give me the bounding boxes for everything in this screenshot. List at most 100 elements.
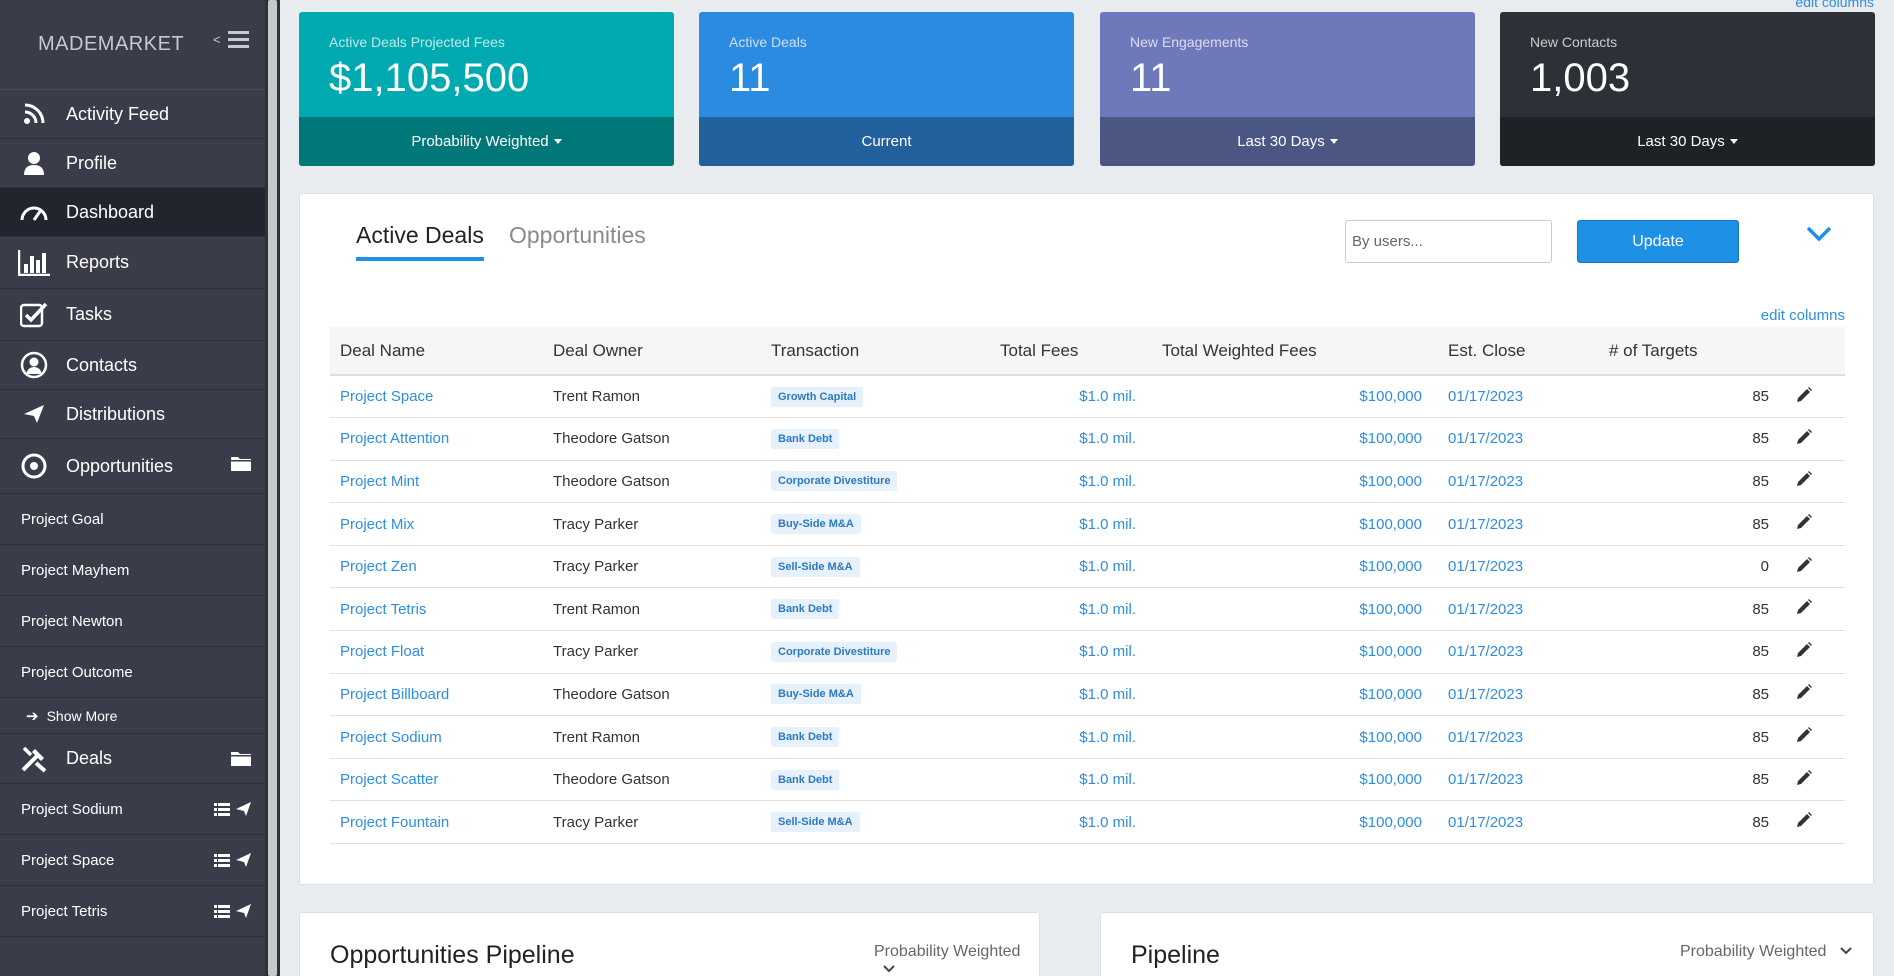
est-close-date[interactable]: 01/17/2023	[1448, 388, 1524, 406]
edit-columns-link-top[interactable]: edit columns	[1795, 0, 1874, 10]
column-header[interactable]: Deal Owner	[543, 327, 761, 376]
table-row[interactable]: Project Billboard Theodore Gatson Buy-Side…	[330, 673, 1845, 717]
table-row[interactable]: Project Sodium Trent Ramon Bank Debt $1.0 m…	[330, 715, 1845, 759]
total-fees[interactable]: $1.0 mil.	[1079, 472, 1136, 490]
total-fees[interactable]: $1.0 mil.	[1079, 388, 1136, 406]
column-header[interactable]: Transaction	[761, 327, 990, 376]
users-filter-input[interactable]	[1345, 220, 1552, 263]
pencil-icon[interactable]	[1795, 428, 1813, 446]
deal-name-link[interactable]: Project Zen	[340, 558, 417, 576]
est-close-date[interactable]: 01/17/2023	[1448, 600, 1524, 618]
deal-name-link[interactable]: Project Fountain	[340, 813, 450, 831]
update-button[interactable]: Update	[1577, 220, 1739, 263]
sidebar-item-deals[interactable]: Deals	[0, 734, 265, 784]
total-weighted-fees[interactable]: $100,000	[1359, 430, 1422, 448]
pencil-icon[interactable]	[1795, 386, 1813, 404]
column-header[interactable]: # of Targets	[1599, 327, 1785, 376]
brand-logo[interactable]: MADEMARKET	[38, 33, 185, 55]
total-fees[interactable]: $1.0 mil.	[1079, 685, 1136, 703]
table-row[interactable]: Project Attention Theodore Gatson Bank Deb…	[330, 417, 1845, 461]
total-weighted-fees[interactable]: $100,000	[1359, 388, 1422, 406]
send-icon[interactable]	[236, 802, 251, 816]
table-row[interactable]: Project Float Tracy Parker Corporate Dives…	[330, 630, 1845, 674]
scrollbar-thumb[interactable]	[268, 0, 277, 976]
total-weighted-fees[interactable]: $100,000	[1359, 685, 1422, 703]
sidebar-item-tasks[interactable]: Tasks	[0, 289, 265, 341]
deal-item[interactable]: Project Sodium	[0, 784, 265, 835]
est-close-date[interactable]: 01/17/2023	[1448, 430, 1524, 448]
sidebar-collapse-toggle[interactable]: <	[213, 30, 249, 50]
card-filter-dropdown[interactable]: Last 30 Days	[1100, 117, 1475, 166]
column-header[interactable]: Total Weighted Fees	[1152, 327, 1438, 376]
sidebar-item-distributions[interactable]: Distributions	[0, 390, 265, 439]
show-more-link[interactable]: ➔ Show More	[0, 698, 265, 734]
sidebar-item-dashboard[interactable]: Dashboard	[0, 188, 265, 237]
opportunity-item[interactable]: Project Outcome	[0, 647, 265, 698]
total-fees[interactable]: $1.0 mil.	[1079, 813, 1136, 831]
total-weighted-fees[interactable]: $100,000	[1359, 771, 1422, 789]
send-icon[interactable]	[236, 904, 251, 918]
deal-name-link[interactable]: Project Billboard	[340, 685, 450, 703]
sidebar-item-activity-feed[interactable]: Activity Feed	[0, 90, 265, 139]
deal-name-link[interactable]: Project Attention	[340, 430, 450, 448]
folder-icon[interactable]	[231, 750, 251, 766]
edit-columns-link[interactable]: edit columns	[1760, 307, 1845, 324]
est-close-date[interactable]: 01/17/2023	[1448, 728, 1524, 746]
pipeline-mode-select[interactable]: Probability Weighted	[874, 943, 1039, 976]
pencil-icon[interactable]	[1795, 641, 1813, 659]
total-weighted-fees[interactable]: $100,000	[1359, 515, 1422, 533]
column-header[interactable]: Est. Close	[1438, 327, 1599, 376]
deal-name-link[interactable]: Project Mint	[340, 472, 420, 490]
total-fees[interactable]: $1.0 mil.	[1079, 430, 1136, 448]
sidebar-item-profile[interactable]: Profile	[0, 139, 265, 188]
pipeline-mode-select[interactable]: Probability Weighted	[1680, 943, 1853, 961]
sidebar-scrollbar[interactable]	[265, 0, 280, 976]
total-fees[interactable]: $1.0 mil.	[1079, 600, 1136, 618]
est-close-date[interactable]: 01/17/2023	[1448, 643, 1524, 661]
folder-icon[interactable]	[231, 455, 251, 471]
pencil-icon[interactable]	[1795, 726, 1813, 744]
pencil-icon[interactable]	[1795, 811, 1813, 829]
column-header[interactable]: Total Fees	[990, 327, 1152, 376]
est-close-date[interactable]: 01/17/2023	[1448, 685, 1524, 703]
total-fees[interactable]: $1.0 mil.	[1079, 515, 1136, 533]
deal-item[interactable]: Project Tetris	[0, 886, 265, 937]
pencil-icon[interactable]	[1795, 470, 1813, 488]
deal-name-link[interactable]: Project Tetris	[340, 600, 427, 618]
deal-name-link[interactable]: Project Scatter	[340, 771, 439, 789]
tab-opportunities[interactable]: Opportunities	[509, 222, 646, 248]
column-header[interactable]: Deal Name	[330, 327, 543, 376]
total-weighted-fees[interactable]: $100,000	[1359, 643, 1422, 661]
chevron-down-icon[interactable]	[1805, 224, 1833, 244]
total-weighted-fees[interactable]: $100,000	[1359, 813, 1422, 831]
pencil-icon[interactable]	[1795, 683, 1813, 701]
opportunity-item[interactable]: Project Newton	[0, 596, 265, 647]
total-fees[interactable]: $1.0 mil.	[1079, 558, 1136, 576]
est-close-date[interactable]: 01/17/2023	[1448, 558, 1524, 576]
table-row[interactable]: Project Space Trent Ramon Growth Capital $1…	[330, 375, 1845, 419]
est-close-date[interactable]: 01/17/2023	[1448, 813, 1524, 831]
deal-name-link[interactable]: Project Mix	[340, 515, 415, 533]
total-weighted-fees[interactable]: $100,000	[1359, 600, 1422, 618]
sidebar-item-reports[interactable]: Reports	[0, 237, 265, 289]
card-filter-dropdown[interactable]: Probability Weighted	[299, 117, 674, 166]
list-icon[interactable]	[214, 853, 230, 867]
sidebar-item-opportunities[interactable]: Opportunities	[0, 439, 265, 494]
pencil-icon[interactable]	[1795, 513, 1813, 531]
deal-item[interactable]: Project Space	[0, 835, 265, 886]
est-close-date[interactable]: 01/17/2023	[1448, 771, 1524, 789]
deal-name-link[interactable]: Project Space	[340, 388, 434, 406]
deal-name-link[interactable]: Project Float	[340, 643, 425, 661]
card-filter-dropdown[interactable]: Last 30 Days	[1500, 117, 1875, 166]
total-fees[interactable]: $1.0 mil.	[1079, 728, 1136, 746]
pencil-icon[interactable]	[1795, 556, 1813, 574]
est-close-date[interactable]: 01/17/2023	[1448, 515, 1524, 533]
pencil-icon[interactable]	[1795, 598, 1813, 616]
deal-name-link[interactable]: Project Sodium	[340, 728, 442, 746]
est-close-date[interactable]: 01/17/2023	[1448, 472, 1524, 490]
opportunity-item[interactable]: Project Goal	[0, 494, 265, 545]
list-icon[interactable]	[214, 802, 230, 816]
total-weighted-fees[interactable]: $100,000	[1359, 472, 1422, 490]
table-row[interactable]: Project Tetris Trent Ramon Bank Debt $1.0 m…	[330, 587, 1845, 632]
table-row[interactable]: Project Mix Tracy Parker Buy-Side M&A $1.0 …	[330, 502, 1845, 546]
